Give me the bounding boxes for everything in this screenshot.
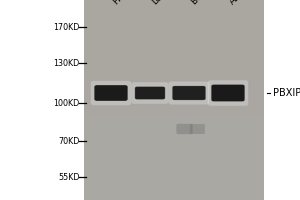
FancyBboxPatch shape — [169, 82, 209, 104]
FancyBboxPatch shape — [190, 124, 205, 134]
FancyBboxPatch shape — [208, 80, 248, 106]
FancyBboxPatch shape — [212, 85, 244, 101]
FancyBboxPatch shape — [131, 82, 169, 104]
Text: 130KD: 130KD — [53, 58, 80, 68]
FancyBboxPatch shape — [136, 87, 164, 99]
FancyBboxPatch shape — [91, 81, 131, 105]
FancyBboxPatch shape — [94, 85, 128, 101]
Text: LO2: LO2 — [150, 0, 169, 6]
FancyBboxPatch shape — [172, 86, 206, 100]
Text: 100KD: 100KD — [53, 98, 80, 108]
FancyBboxPatch shape — [173, 86, 205, 100]
Text: A549: A549 — [228, 0, 251, 6]
Text: PBXIP1: PBXIP1 — [273, 88, 300, 98]
Text: 70KD: 70KD — [58, 136, 80, 146]
FancyBboxPatch shape — [95, 86, 127, 100]
FancyBboxPatch shape — [211, 85, 245, 101]
Text: 55KD: 55KD — [58, 172, 80, 182]
Text: BT474: BT474 — [189, 0, 215, 6]
FancyBboxPatch shape — [84, 0, 264, 200]
Text: HeLa: HeLa — [111, 0, 134, 6]
FancyBboxPatch shape — [135, 87, 165, 99]
Text: 170KD: 170KD — [53, 22, 80, 31]
FancyBboxPatch shape — [176, 124, 193, 134]
